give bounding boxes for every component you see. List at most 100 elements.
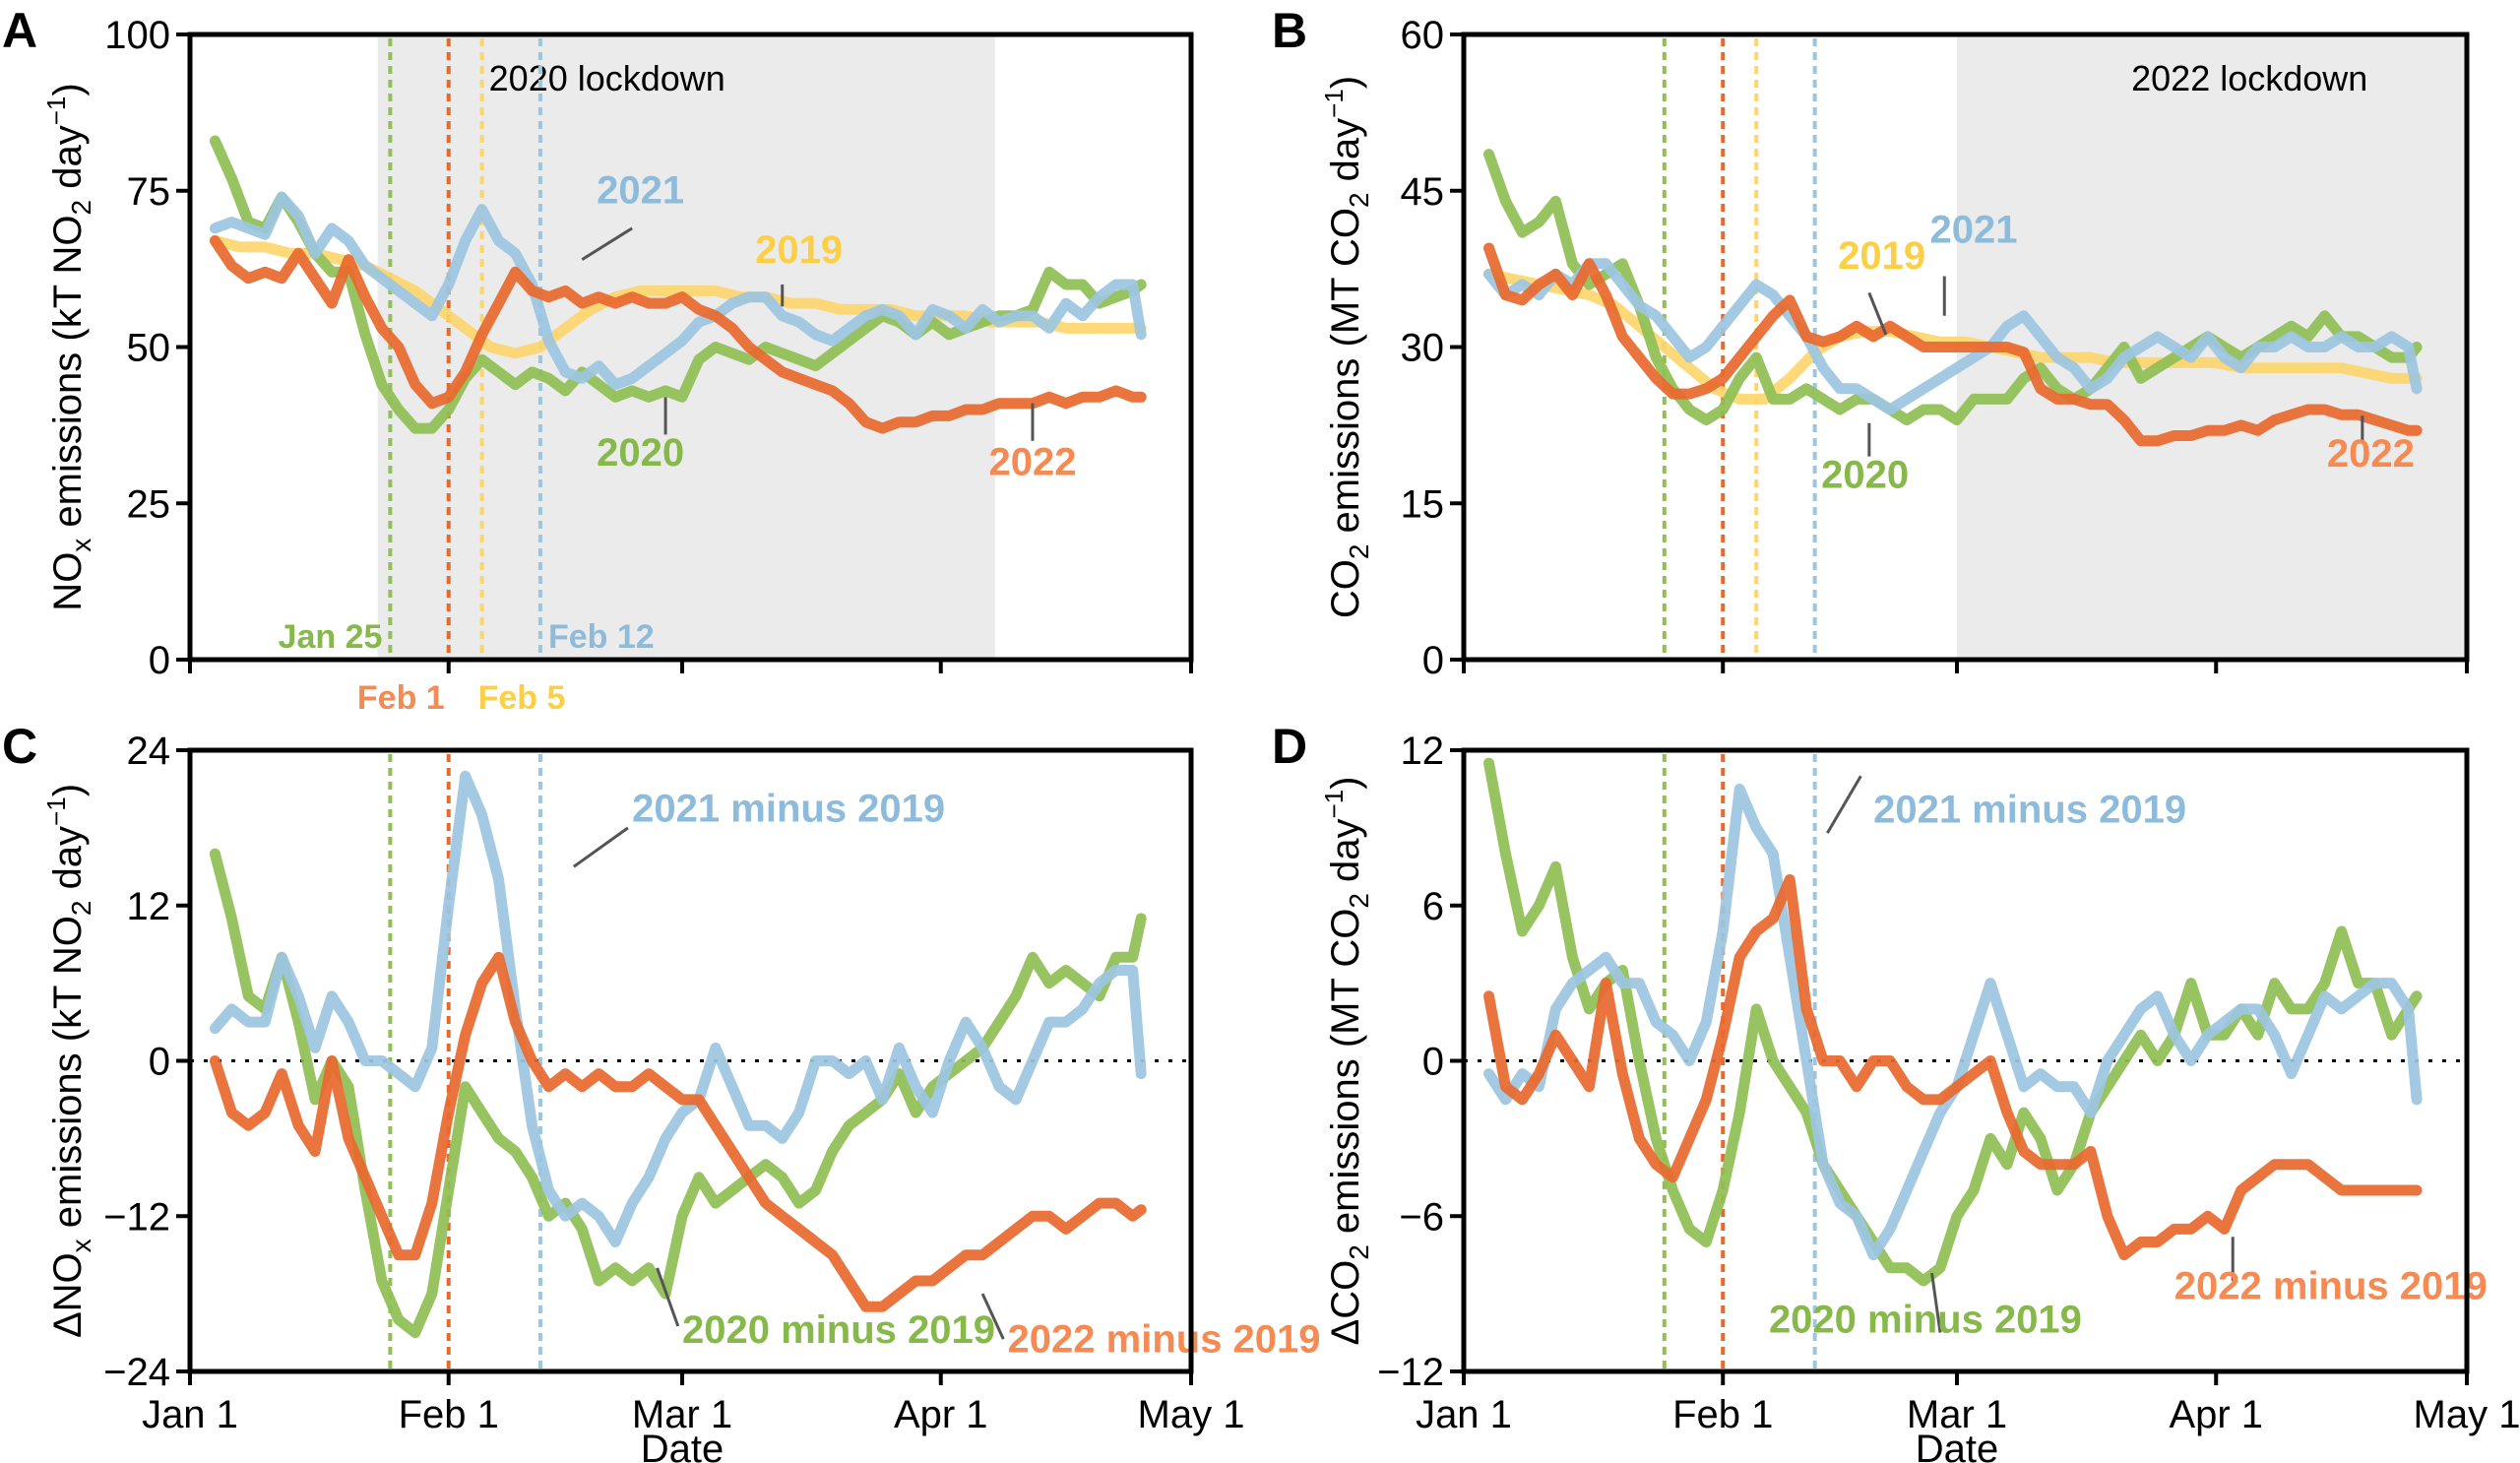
series-line-2020-minus-2019 bbox=[209, 848, 1147, 1339]
plot-frame bbox=[187, 747, 1194, 1374]
series-label-2019: 2019 bbox=[755, 228, 843, 272]
y-axis-title: ΔNOx emissions (kT NO2 day−1) bbox=[41, 784, 96, 1338]
series-line-2022-minus-2019 bbox=[209, 951, 1147, 1312]
x-tick-label: Feb 1 bbox=[399, 1393, 499, 1436]
y-axis-title-part: day bbox=[46, 125, 90, 200]
series-line-2021 bbox=[1483, 258, 2423, 415]
lockdown-label: 2020 lockdown bbox=[489, 58, 725, 98]
y-axis-title-part: −1 bbox=[41, 796, 71, 826]
x-tick-label: Feb 1 bbox=[1672, 1393, 1773, 1436]
event-date-label-feb-1: Feb 1 bbox=[357, 679, 445, 717]
y-axis-title-part: 2 bbox=[1344, 192, 1374, 208]
series-line-2020-minus-2019 bbox=[1483, 757, 2423, 1287]
y-tick-label: 6 bbox=[1422, 885, 1444, 928]
y-tick-label: 60 bbox=[1401, 14, 1445, 57]
series-line-2020 bbox=[1483, 149, 2423, 426]
series-label-2022: 2022 bbox=[988, 441, 1076, 484]
y-axis-title-part: emissions (MT CO bbox=[1324, 909, 1367, 1245]
y-axis-title-part: ) bbox=[1324, 76, 1367, 89]
y-tick-label: 0 bbox=[149, 639, 170, 682]
series-line-2022 bbox=[209, 235, 1147, 434]
y-axis-title-part: 2 bbox=[1344, 1244, 1374, 1260]
y-axis-title-part: emissions (kT NO bbox=[46, 916, 90, 1239]
x-tick-label: May 1 bbox=[2414, 1393, 2520, 1436]
x-axis-title: Date bbox=[1916, 1428, 1999, 1463]
y-tick-label: −12 bbox=[103, 1195, 170, 1239]
y-axis-title-part: x bbox=[66, 1239, 96, 1252]
lockdown-shade bbox=[377, 34, 995, 660]
x-tick-label: Apr 1 bbox=[894, 1393, 988, 1436]
y-axis-title-part: 2 bbox=[1344, 893, 1374, 909]
y-axis-title-part: ΔNO bbox=[46, 1252, 90, 1338]
series-label-2022: 2022 bbox=[2327, 432, 2415, 476]
series-label-2021-minus-2019: 2021 minus 2019 bbox=[632, 787, 945, 830]
y-axis-title: CO2 emissions (MT CO2 day−1) bbox=[1319, 76, 1374, 618]
y-tick-label: 24 bbox=[127, 730, 171, 773]
series-label-2019: 2019 bbox=[1838, 234, 1925, 278]
leader-line-2019 bbox=[1867, 291, 1888, 336]
leader-line-2020-minus-2019 bbox=[1930, 1272, 1942, 1333]
panel-letter: D bbox=[1272, 719, 1307, 774]
y-axis-title-part: ) bbox=[46, 83, 90, 95]
panel-letter: B bbox=[1272, 3, 1307, 58]
y-tick-label: 45 bbox=[1401, 170, 1445, 214]
y-tick-label: 75 bbox=[127, 170, 171, 214]
series-label-2020-minus-2019: 2020 minus 2019 bbox=[682, 1308, 995, 1352]
x-tick-label: Apr 1 bbox=[2169, 1393, 2263, 1436]
y-axis-title-part: NO bbox=[46, 552, 90, 611]
y-tick-label: 30 bbox=[1401, 327, 1445, 370]
panel-a: 2020 lockdown 2021 2019 2020 2022 0 25 50 75 100 A… bbox=[2, 3, 1194, 682]
y-tick-label: 100 bbox=[104, 14, 170, 57]
y-axis-title-part: ΔCO bbox=[1324, 1260, 1367, 1346]
y-tick-label: 0 bbox=[1422, 639, 1444, 682]
y-axis-title-part: day bbox=[46, 826, 90, 901]
series-label-2022-minus-2019: 2022 minus 2019 bbox=[2174, 1264, 2488, 1307]
series-line-2022-minus-2019 bbox=[1483, 874, 2423, 1261]
y-axis-title-part: day bbox=[1324, 818, 1367, 893]
y-axis-title-part: −1 bbox=[41, 96, 71, 126]
y-axis-title-part: ) bbox=[1324, 777, 1367, 790]
series-label-2021: 2021 bbox=[597, 168, 684, 212]
y-tick-label: −12 bbox=[1377, 1351, 1444, 1394]
x-tick-label: Jan 1 bbox=[142, 1393, 238, 1436]
panel-d: 2021 minus 2019 2020 minus 2019 2022 minus… bbox=[1272, 719, 2520, 1463]
y-tick-label: 50 bbox=[127, 327, 171, 370]
series-label-2020-minus-2019: 2020 minus 2019 bbox=[1769, 1299, 2082, 1342]
x-tick-label: Mar 1 bbox=[632, 1393, 732, 1436]
series-label-2020: 2020 bbox=[597, 431, 684, 475]
panel-letter: A bbox=[2, 3, 37, 58]
y-axis-title-part: −1 bbox=[1319, 790, 1349, 819]
y-axis-title: ΔCO2 emissions (MT CO2 day−1) bbox=[1319, 777, 1374, 1346]
leader-line-2021 bbox=[581, 226, 633, 261]
y-tick-label: 12 bbox=[127, 885, 171, 928]
series-line-2021-minus-2019 bbox=[209, 770, 1147, 1247]
series-line-2022 bbox=[1483, 242, 2423, 447]
y-tick-label: 15 bbox=[1401, 482, 1445, 526]
y-axis-title-part: −1 bbox=[1319, 89, 1349, 118]
series-label-2021: 2021 bbox=[1929, 209, 2017, 252]
panel-letter: C bbox=[2, 719, 37, 774]
series-line-2021 bbox=[209, 191, 1147, 391]
event-date-label-jan-25: Jan 25 bbox=[279, 618, 383, 656]
y-tick-label: 0 bbox=[1422, 1041, 1444, 1084]
y-tick-label: −6 bbox=[1399, 1195, 1444, 1239]
leader-line-2021-minus-2019 bbox=[572, 826, 629, 868]
x-tick-label: Mar 1 bbox=[1907, 1393, 2007, 1436]
y-tick-label: −24 bbox=[103, 1351, 170, 1394]
x-axis-title: Date bbox=[641, 1428, 724, 1463]
event-date-label-feb-12: Feb 12 bbox=[548, 618, 655, 656]
y-tick-label: 25 bbox=[127, 482, 171, 526]
y-axis-title-part: x bbox=[66, 539, 96, 552]
y-axis-title-part: ) bbox=[46, 784, 90, 796]
leader-line-2022-minus-2019 bbox=[980, 1293, 1005, 1340]
y-axis-title: NOx emissions (kT NO2 day−1) bbox=[41, 83, 96, 610]
x-tick-label: Jan 1 bbox=[1416, 1393, 1512, 1436]
y-axis-title-part: 2 bbox=[1344, 544, 1374, 560]
y-axis-title-part: emissions (MT CO bbox=[1324, 208, 1367, 544]
y-axis-title-part: 2 bbox=[66, 200, 96, 216]
event-date-label-feb-5: Feb 5 bbox=[478, 679, 566, 717]
leader-line-2021-minus-2019 bbox=[1826, 775, 1862, 834]
y-tick-label: 0 bbox=[149, 1041, 170, 1084]
